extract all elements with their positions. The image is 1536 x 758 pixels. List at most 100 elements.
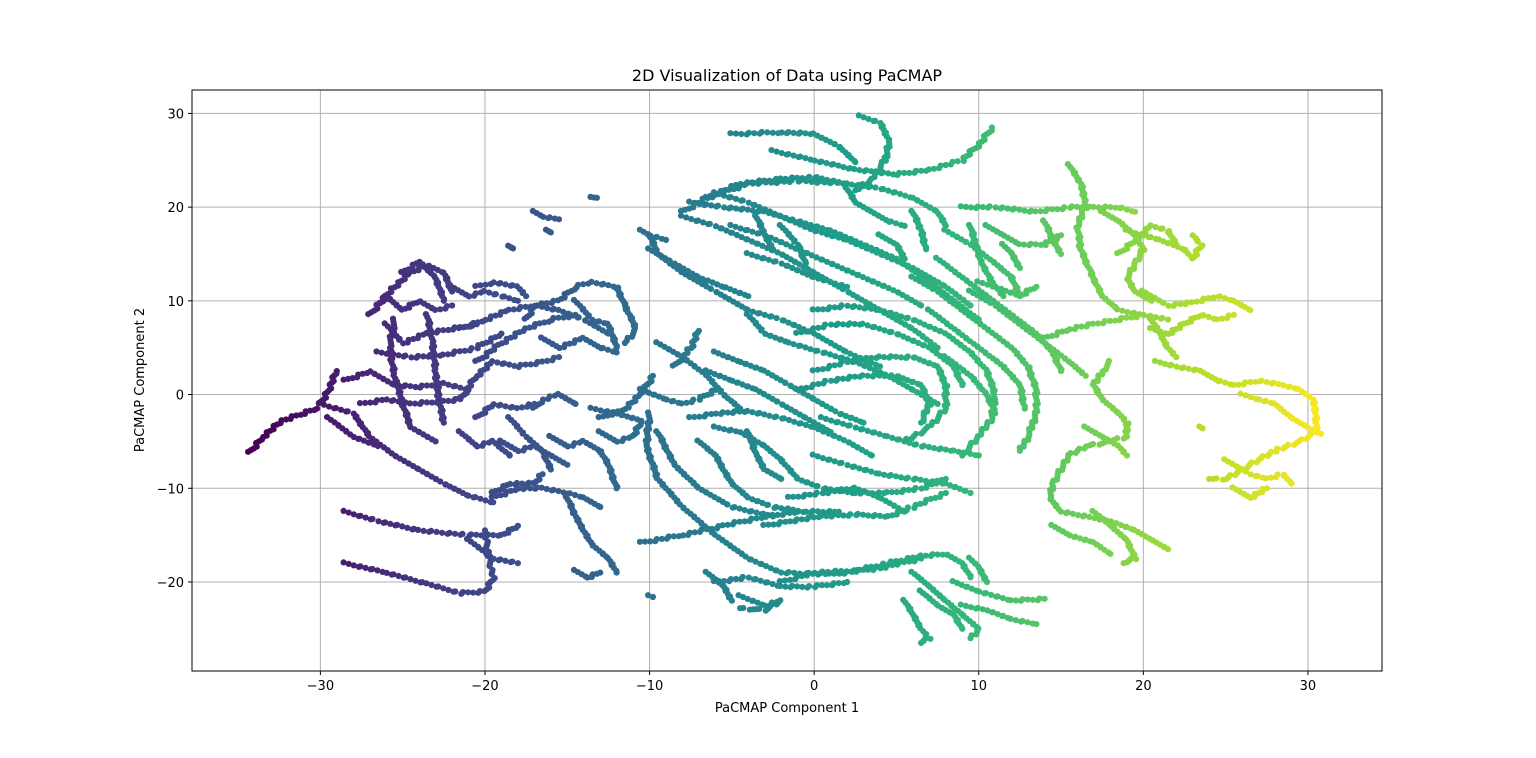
data-point (677, 212, 685, 219)
data-point (814, 347, 821, 354)
data-point (756, 204, 763, 211)
point-strand (455, 354, 563, 402)
data-point (345, 560, 352, 568)
data-point (407, 576, 414, 583)
data-point (1000, 293, 1007, 300)
data-point (522, 444, 529, 451)
data-point (522, 361, 529, 368)
data-point (769, 513, 777, 520)
data-point (387, 520, 394, 528)
data-point (502, 403, 509, 410)
data-point (498, 330, 505, 337)
data-point (468, 345, 475, 352)
data-point (544, 305, 551, 312)
data-point (901, 255, 908, 262)
data-point (752, 558, 759, 565)
data-point (683, 399, 690, 406)
data-point (395, 572, 402, 580)
data-point (727, 204, 735, 211)
data-point (885, 187, 892, 194)
data-point (531, 302, 538, 309)
data-point (423, 382, 430, 389)
data-point (440, 419, 447, 426)
data-point (747, 556, 755, 563)
data-point (690, 396, 697, 403)
data-point (904, 353, 911, 360)
data-point (1016, 264, 1024, 272)
data-point (412, 383, 419, 391)
data-point (418, 382, 425, 389)
data-point (507, 487, 514, 494)
point-strand (472, 311, 579, 364)
data-point (665, 533, 672, 540)
point-strand (595, 419, 645, 445)
data-point (904, 474, 911, 481)
data-point (751, 130, 758, 137)
data-point (560, 314, 567, 321)
data-point (777, 212, 784, 219)
data-point (959, 382, 966, 389)
data-point (679, 532, 687, 539)
data-point (550, 314, 557, 322)
data-point (918, 419, 925, 426)
data-point (838, 568, 845, 575)
point-strand (422, 311, 447, 426)
data-point (745, 293, 752, 300)
data-point (406, 400, 413, 407)
data-point (415, 526, 422, 534)
data-point (838, 459, 845, 466)
data-point (383, 396, 390, 403)
x-tick-label: −10 (636, 679, 663, 694)
data-point (333, 368, 340, 375)
data-point (686, 198, 693, 205)
data-point (357, 512, 364, 519)
data-point (811, 569, 818, 577)
data-point (760, 510, 767, 517)
data-point (686, 529, 693, 536)
data-point (502, 557, 509, 565)
data-point (451, 530, 459, 537)
data-point (934, 400, 941, 407)
data-point (506, 452, 513, 459)
data-point (749, 207, 757, 214)
data-point (452, 588, 459, 595)
data-point (433, 528, 440, 536)
data-point (891, 189, 899, 196)
data-point (411, 400, 419, 407)
data-point (975, 452, 982, 459)
data-point (1033, 621, 1040, 628)
data-point (494, 359, 501, 366)
data-point (1247, 307, 1254, 314)
data-point (477, 282, 484, 289)
y-axis-label: PaCMAP Component 2 (133, 308, 148, 452)
data-point (732, 130, 740, 137)
data-point (415, 352, 422, 360)
data-point (350, 511, 357, 518)
data-point (1280, 445, 1287, 452)
data-point (490, 555, 497, 562)
data-point (314, 405, 321, 412)
data-point (748, 515, 755, 522)
x-tick-label: −30 (307, 679, 334, 694)
data-point (461, 347, 468, 354)
data-point (514, 560, 522, 567)
data-point (525, 401, 532, 408)
data-point (918, 302, 925, 309)
point-strand (447, 282, 522, 304)
data-point (758, 128, 765, 136)
data-point (1219, 476, 1227, 483)
point-strand (669, 327, 703, 369)
data-point (753, 509, 760, 516)
data-point (369, 515, 376, 523)
data-point (670, 533, 677, 540)
data-point (482, 497, 489, 504)
data-point (744, 206, 751, 213)
data-point (808, 178, 815, 185)
data-point (736, 505, 743, 512)
data-point (670, 397, 677, 405)
data-point (367, 399, 374, 406)
data-point (526, 324, 533, 331)
data-point (412, 577, 419, 584)
y-tick-label: 10 (167, 295, 184, 310)
data-point (638, 419, 645, 426)
